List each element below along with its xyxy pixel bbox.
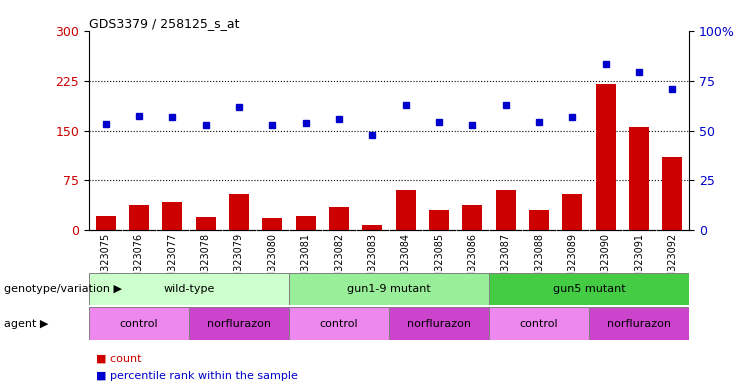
Bar <box>462 205 482 230</box>
Bar <box>589 307 689 340</box>
Bar <box>189 307 289 340</box>
Text: agent ▶: agent ▶ <box>4 318 48 329</box>
Bar <box>329 207 349 230</box>
Bar <box>229 194 249 230</box>
Text: control: control <box>319 318 359 329</box>
Text: wild-type: wild-type <box>163 284 215 294</box>
Bar <box>296 216 316 230</box>
Text: control: control <box>119 318 159 329</box>
Bar <box>489 307 589 340</box>
Bar <box>289 273 489 305</box>
Bar <box>362 225 382 230</box>
Bar <box>629 127 649 230</box>
Bar <box>429 210 449 230</box>
Bar <box>96 216 116 230</box>
Text: norflurazon: norflurazon <box>607 318 671 329</box>
Bar <box>89 273 289 305</box>
Bar <box>529 210 549 230</box>
Bar <box>489 273 689 305</box>
Text: norflurazon: norflurazon <box>207 318 271 329</box>
Text: gun1-9 mutant: gun1-9 mutant <box>347 284 431 294</box>
Text: GDS3379 / 258125_s_at: GDS3379 / 258125_s_at <box>89 17 239 30</box>
Text: gun5 mutant: gun5 mutant <box>553 284 625 294</box>
Text: ■ count: ■ count <box>96 354 142 364</box>
Bar <box>162 202 182 230</box>
Text: ■ percentile rank within the sample: ■ percentile rank within the sample <box>96 371 298 381</box>
Bar <box>562 194 582 230</box>
Bar <box>196 217 216 230</box>
Text: genotype/variation ▶: genotype/variation ▶ <box>4 284 122 294</box>
Bar <box>129 205 149 230</box>
Text: norflurazon: norflurazon <box>407 318 471 329</box>
Bar <box>596 84 616 230</box>
Bar <box>89 307 189 340</box>
Bar <box>396 190 416 230</box>
Bar <box>389 307 489 340</box>
Text: control: control <box>519 318 559 329</box>
Bar <box>262 218 282 230</box>
Bar <box>662 157 682 230</box>
Bar <box>289 307 389 340</box>
Bar <box>496 190 516 230</box>
